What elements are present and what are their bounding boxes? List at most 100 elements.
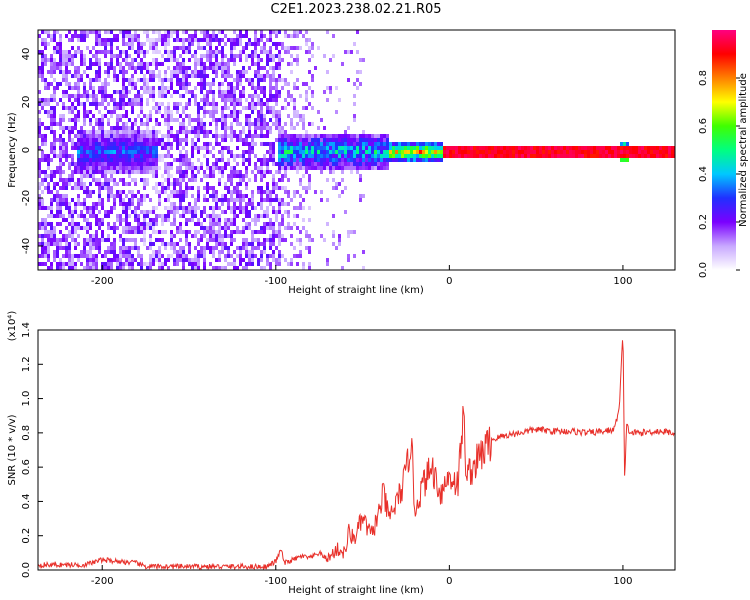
heatmap-cell (65, 70, 68, 74)
heatmap-cell (323, 54, 326, 58)
heatmap-cell (212, 154, 215, 158)
heatmap-cell (68, 134, 71, 138)
heatmap-cell (245, 202, 248, 206)
heatmap-cell (671, 154, 674, 158)
heatmap-cell (83, 134, 86, 138)
heatmap-cell (143, 114, 146, 118)
heatmap-cell (239, 130, 242, 134)
heatmap-cell (197, 126, 200, 130)
heatmap-cell (86, 186, 89, 190)
heatmap-cell (68, 118, 71, 122)
heatmap-cell (125, 258, 128, 262)
heatmap-cell (185, 170, 188, 174)
heatmap-cell (272, 186, 275, 190)
heatmap-cell (80, 58, 83, 62)
heatmap-cell (272, 42, 275, 46)
heatmap-cell (185, 238, 188, 242)
heatmap-cell (104, 94, 107, 98)
heatmap-cell (125, 54, 128, 58)
heatmap-cell (329, 166, 332, 170)
heatmap-cell (317, 166, 320, 170)
heatmap-cell (341, 150, 344, 154)
heatmap-cell (98, 242, 101, 246)
heatmap-cell (221, 158, 224, 162)
heatmap-cell (350, 166, 353, 170)
heatmap-cell (278, 66, 281, 70)
heatmap-cell (206, 66, 209, 70)
heatmap-cell (89, 86, 92, 90)
heatmap-cell (611, 154, 614, 158)
heatmap-cell (41, 42, 44, 46)
heatmap-cell (227, 246, 230, 250)
heatmap-cell (68, 86, 71, 90)
heatmap-cell (143, 242, 146, 246)
heatmap-cell (626, 154, 629, 158)
heatmap-cell (137, 198, 140, 202)
heatmap-cell (377, 154, 380, 158)
heatmap-cell (125, 262, 128, 266)
heatmap-cell (125, 154, 128, 158)
y-tick-label: 1.4 (21, 322, 32, 338)
heatmap-cell (95, 146, 98, 150)
heatmap-cell (164, 206, 167, 210)
heatmap-cell (116, 226, 119, 230)
heatmap-cell (332, 134, 335, 138)
heatmap-cell (122, 70, 125, 74)
heatmap-cell (299, 118, 302, 122)
heatmap-cell (50, 58, 53, 62)
heatmap-cell (305, 82, 308, 86)
heatmap-cell (122, 254, 125, 258)
heatmap-cell (359, 150, 362, 154)
heatmap-cell (56, 154, 59, 158)
heatmap-cell (38, 118, 41, 122)
heatmap-cell (158, 262, 161, 266)
heatmap-cell (86, 190, 89, 194)
heatmap-cell (236, 194, 239, 198)
heatmap-cell (398, 150, 401, 154)
heatmap-cell (137, 62, 140, 66)
heatmap-cell (113, 206, 116, 210)
heatmap-cell (68, 154, 71, 158)
heatmap-cell (65, 58, 68, 62)
heatmap-cell (278, 138, 281, 142)
heatmap-cell (62, 238, 65, 242)
heatmap-cell (239, 206, 242, 210)
heatmap-cell (98, 182, 101, 186)
heatmap-cell (173, 50, 176, 54)
heatmap-cell (260, 122, 263, 126)
heatmap-cell (92, 130, 95, 134)
heatmap-cell (200, 130, 203, 134)
heatmap-cell (113, 150, 116, 154)
heatmap-cell (137, 254, 140, 258)
heatmap-cell (56, 62, 59, 66)
heatmap-cell (266, 74, 269, 78)
heatmap-cell (650, 146, 653, 150)
heatmap-cell (197, 38, 200, 42)
heatmap-cell (233, 258, 236, 262)
heatmap-cell (218, 166, 221, 170)
heatmap-cell (512, 146, 515, 150)
heatmap-cell (305, 134, 308, 138)
heatmap-cell (185, 150, 188, 154)
heatmap-cell (50, 146, 53, 150)
heatmap-cell (107, 158, 110, 162)
heatmap-cell (95, 134, 98, 138)
heatmap-cell (53, 98, 56, 102)
heatmap-cell (320, 170, 323, 174)
heatmap-cell (299, 202, 302, 206)
heatmap-cell (170, 78, 173, 82)
heatmap-cell (128, 238, 131, 242)
heatmap-cell (134, 138, 137, 142)
heatmap-cell (236, 98, 239, 102)
heatmap-cell (371, 138, 374, 142)
heatmap-cell (212, 146, 215, 150)
heatmap-cell (122, 198, 125, 202)
heatmap-cell (125, 226, 128, 230)
heatmap-cell (200, 222, 203, 226)
heatmap-cell (662, 146, 665, 150)
heatmap-cell (458, 150, 461, 154)
heatmap-cell (356, 146, 359, 150)
heatmap-cell (224, 194, 227, 198)
heatmap-cell (173, 38, 176, 42)
heatmap-cell (62, 130, 65, 134)
